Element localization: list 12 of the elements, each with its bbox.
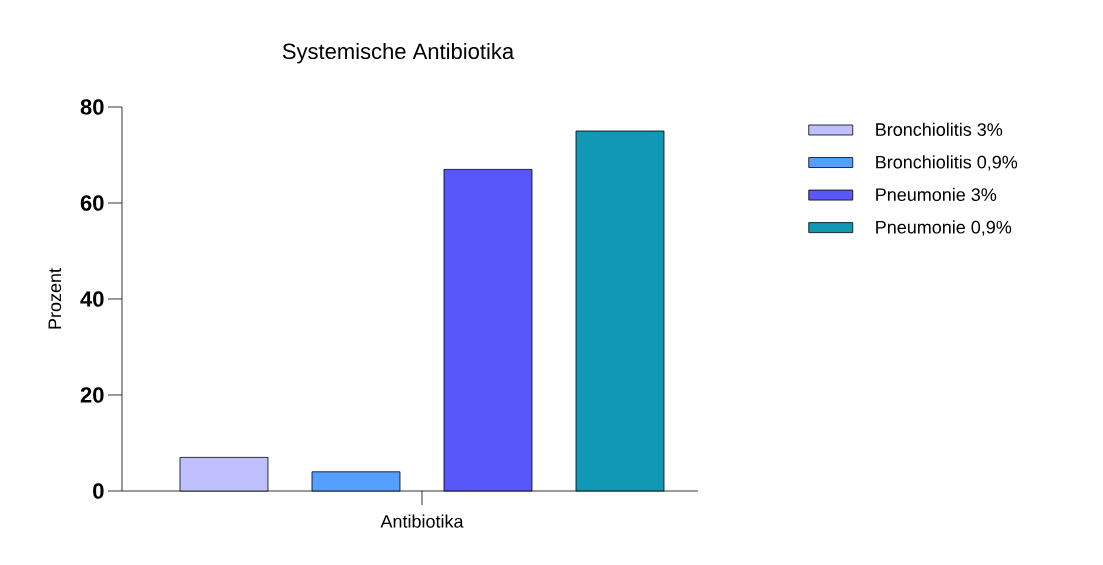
y-tick-label: 80	[80, 99, 104, 115]
legend-label: Pneumonie 3%	[876, 187, 997, 202]
y-tick-label: 60	[80, 195, 104, 211]
y-tick-label: 40	[80, 291, 104, 307]
y-axis-title: Prozent	[48, 268, 62, 329]
legend-label: Bronchiolitis 3%	[876, 122, 1003, 136]
legend-label: Pneumonie 0,9%	[876, 220, 1012, 236]
y-tick-label: 20	[80, 387, 104, 403]
chart-title: Systemische Antibiotika	[282, 42, 515, 64]
x-tick-label: Antibiotika	[380, 514, 464, 528]
legend-label: Bronchiolitis 0,9%	[876, 155, 1018, 171]
y-tick-label: 0	[93, 483, 104, 499]
